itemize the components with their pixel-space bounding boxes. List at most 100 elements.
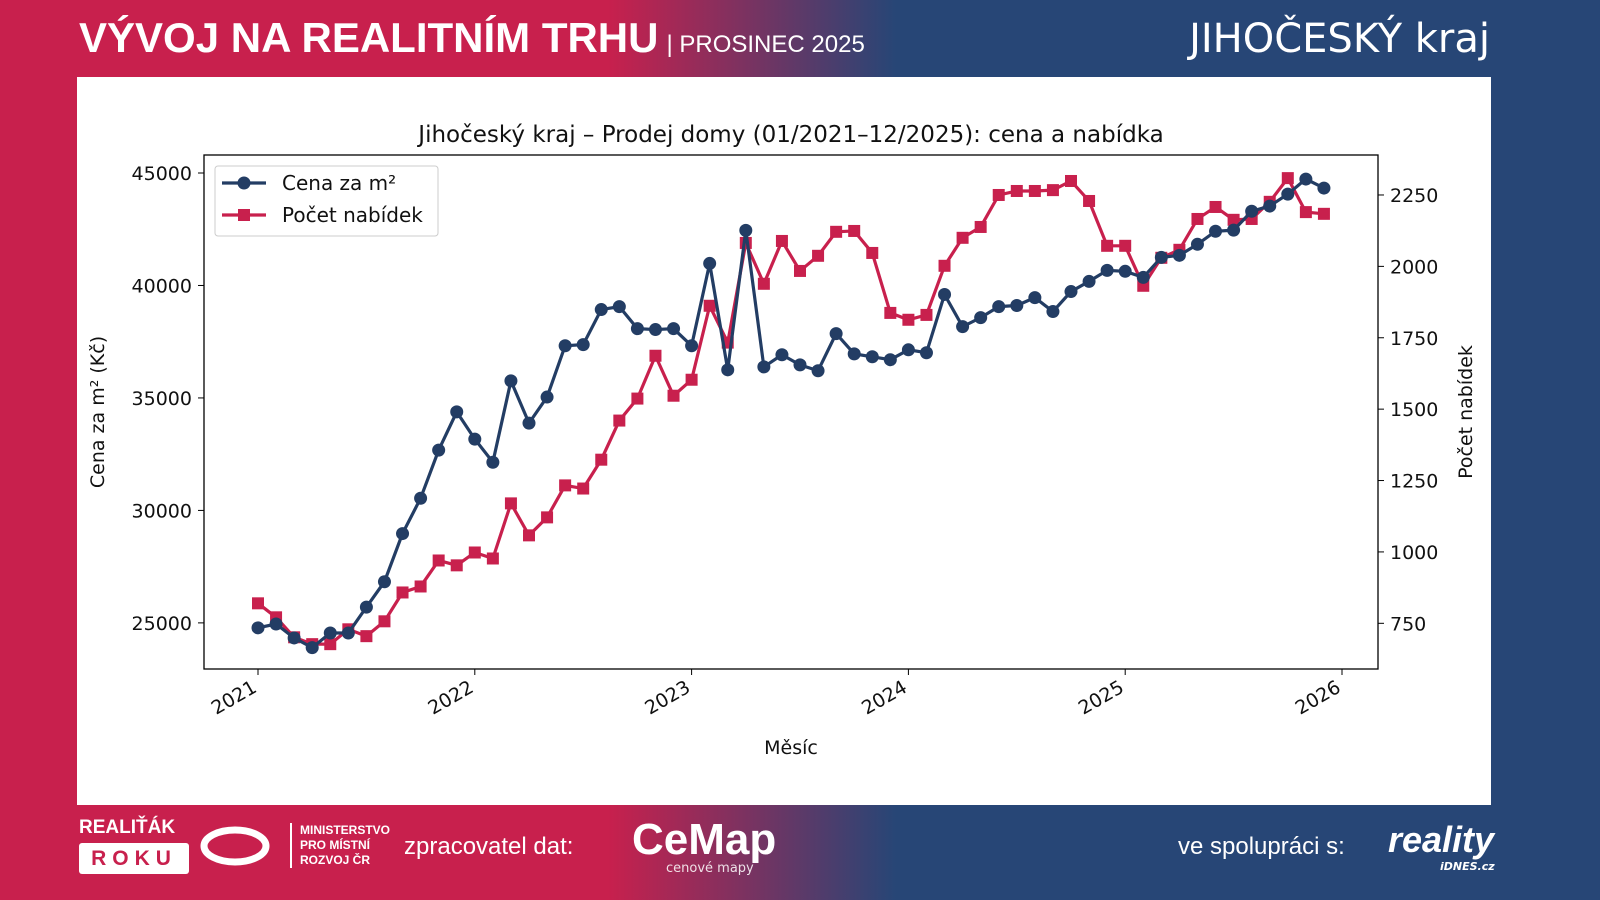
y-right-tick-label: 1250 xyxy=(1390,471,1438,493)
listings-point xyxy=(1281,172,1294,185)
price-point xyxy=(468,432,482,446)
listings-point xyxy=(992,188,1005,201)
price-point xyxy=(938,287,952,301)
y-left-tick-label: 45000 xyxy=(132,163,192,185)
price-point xyxy=(1118,264,1132,278)
report-period: | PROSINEC 2025 xyxy=(666,31,865,58)
listings-point xyxy=(649,349,662,362)
listings-point xyxy=(559,479,572,492)
price-point xyxy=(612,300,626,314)
listings-point xyxy=(378,615,391,628)
price-point xyxy=(956,320,970,334)
y-left-tick-label: 25000 xyxy=(132,613,192,635)
listings-point xyxy=(1227,213,1240,226)
y-right-axis-label: Počet nabídek xyxy=(1455,345,1477,479)
price-point xyxy=(1227,223,1241,237)
listings-point xyxy=(1010,184,1023,197)
legend-box xyxy=(214,165,439,237)
price-point xyxy=(1082,274,1096,288)
price-point xyxy=(811,364,825,378)
price-point xyxy=(450,405,464,419)
listings-point xyxy=(1209,200,1222,213)
listings-point xyxy=(938,259,951,272)
listings-point xyxy=(866,246,879,259)
listings-point xyxy=(577,482,590,495)
price-point xyxy=(1028,291,1042,305)
price-point xyxy=(865,350,879,364)
x-tick-label: 2022 xyxy=(424,676,477,719)
y-right-tick-label: 1500 xyxy=(1390,399,1438,421)
legend-label: Počet nabídek xyxy=(282,203,423,227)
listings-point xyxy=(667,389,680,402)
price-point xyxy=(540,390,554,404)
mmr-logo-icon xyxy=(200,826,270,866)
listings-point xyxy=(1191,212,1204,225)
listings-point xyxy=(1101,239,1114,252)
listings-point xyxy=(757,277,770,290)
price-point xyxy=(883,353,897,367)
price-point xyxy=(377,575,391,589)
x-tick-label: 2026 xyxy=(1292,676,1345,719)
price-point xyxy=(685,339,699,353)
price-point xyxy=(396,527,410,541)
price-point xyxy=(414,491,428,505)
y-right-tick-label: 2000 xyxy=(1390,256,1438,278)
price-point xyxy=(1209,224,1223,238)
listings-point xyxy=(324,638,337,651)
realitak-logo-line1: REALIŤÁK xyxy=(79,817,176,838)
listings-point xyxy=(703,299,716,312)
price-point xyxy=(323,626,337,640)
price-point xyxy=(1172,248,1186,262)
chart-title: Jihočeský kraj – Prodej domy (01/2021–12… xyxy=(416,122,1163,148)
price-point xyxy=(1100,263,1114,277)
price-point xyxy=(287,631,301,645)
price-point xyxy=(992,300,1006,314)
x-tick-label: 2021 xyxy=(208,676,261,719)
x-tick-label: 2023 xyxy=(641,676,694,719)
plot-frame xyxy=(203,154,1379,670)
price-point xyxy=(919,346,933,360)
listings-point xyxy=(468,546,481,559)
price-point xyxy=(305,641,319,655)
price-point xyxy=(901,343,915,357)
report-title: VÝVOJ NA REALITNÍM TRHU xyxy=(79,14,659,61)
mmr-line: ROZVOJ ČR xyxy=(300,853,371,867)
y-right-tick-label: 1000 xyxy=(1390,542,1438,564)
listings-point xyxy=(902,313,915,326)
listings-point xyxy=(1065,174,1077,187)
listings-point xyxy=(1046,184,1059,197)
price-point xyxy=(1010,298,1024,312)
price-point xyxy=(1245,204,1259,218)
price-point xyxy=(432,443,446,457)
price-point xyxy=(251,621,265,635)
listings-point xyxy=(360,630,373,643)
listings-point xyxy=(541,511,554,524)
price-point xyxy=(775,348,789,362)
price-point xyxy=(757,360,771,374)
price-point xyxy=(630,322,644,336)
listings-point xyxy=(794,264,806,277)
listings-point xyxy=(613,414,626,427)
cemap-subtitle: cenové mapy xyxy=(666,861,754,876)
price-point xyxy=(667,322,681,336)
y-left-tick-label: 35000 xyxy=(132,388,192,410)
x-tick-label: 2025 xyxy=(1075,676,1128,719)
listings-point xyxy=(848,224,861,237)
listings-point xyxy=(432,554,445,567)
price-point xyxy=(847,347,861,361)
listings-point xyxy=(595,453,608,466)
y-left-axis-label: Cena za m² (Kč) xyxy=(87,336,109,488)
listings-point xyxy=(685,373,698,386)
price-point xyxy=(739,223,753,237)
listings-point xyxy=(974,220,987,233)
realitak-logo-line2: ROKU xyxy=(79,843,189,874)
series-line-price xyxy=(257,177,1325,650)
mmr-line: MINISTERSTVO xyxy=(300,823,391,837)
price-point xyxy=(1064,285,1078,299)
reality-idnes-logo: reality xyxy=(1388,819,1495,860)
x-axis-label: Měsíc xyxy=(764,737,818,759)
y-left-tick-label: 30000 xyxy=(132,500,192,522)
x-tick-label: 2024 xyxy=(858,676,911,719)
listings-point xyxy=(830,225,843,238)
